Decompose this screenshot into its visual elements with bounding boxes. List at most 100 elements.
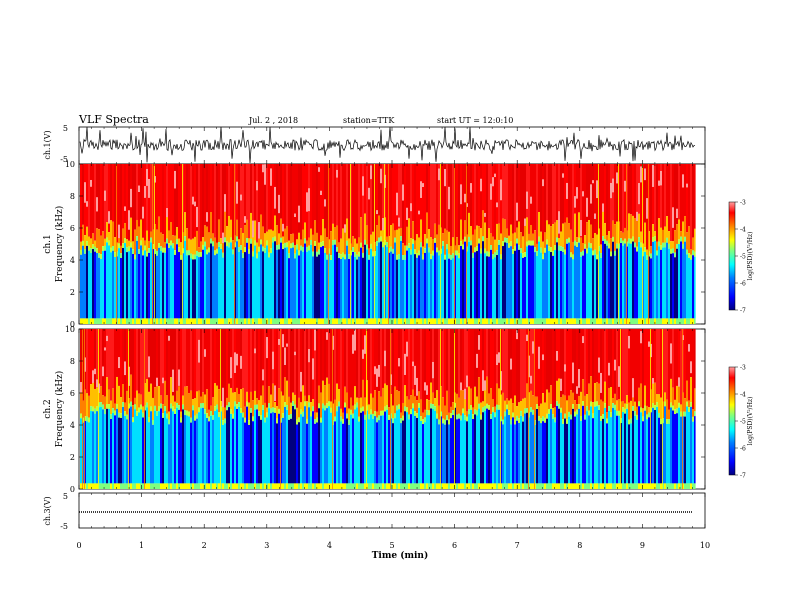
spectrogram-transition-band — [550, 226, 552, 248]
spectrogram-high-band — [364, 164, 366, 214]
spectrogram-low-band — [426, 243, 428, 319]
spectrogram-speckle — [118, 224, 120, 246]
spectrogram-floor — [80, 318, 82, 324]
spectrogram-low-band — [346, 245, 348, 319]
spectrogram-low-band — [692, 421, 694, 484]
spectrogram-transition-band — [186, 386, 188, 411]
spectrogram-green-band — [438, 250, 440, 256]
spectrogram-low-band — [610, 256, 612, 319]
spectrogram-floor — [342, 483, 344, 489]
spectrogram-transition-band — [118, 238, 120, 244]
spectrogram-high-band — [506, 164, 508, 229]
spectrogram-floor — [590, 483, 592, 489]
spectrogram-high-band — [628, 329, 630, 403]
spectrogram-high-band — [556, 164, 558, 221]
spectrogram-low-band — [242, 417, 244, 484]
spectrogram-high-band — [418, 329, 420, 392]
spectrogram-low-band — [416, 257, 418, 319]
spectrogram-speckle — [556, 350, 558, 361]
spectrogram-floor — [258, 318, 260, 324]
spectrogram-transition-band — [658, 394, 660, 413]
spectrogram-floor — [186, 483, 188, 489]
spectrogram-floor — [92, 318, 94, 324]
spectrogram-transition-band — [380, 396, 382, 411]
spectrogram-transition-band — [292, 392, 294, 402]
spectrogram-transition-band — [628, 402, 630, 420]
spectrogram-green-band — [184, 410, 186, 416]
spectrogram-speckle — [300, 371, 302, 392]
y-tick-label: 4 — [70, 256, 75, 265]
spectrogram-transition-band — [274, 215, 276, 237]
spectrogram-floor — [544, 483, 546, 489]
spectrogram-green-band — [426, 238, 428, 244]
spectrogram-high-band — [542, 164, 544, 242]
spectrogram-green-band — [194, 254, 196, 260]
spectrogram-low-band — [632, 241, 634, 319]
spectrogram-transition-band — [410, 238, 412, 250]
spectrogram-floor — [526, 483, 528, 489]
spectrogram-floor — [276, 318, 278, 324]
spectrogram-speckle — [314, 329, 316, 351]
spectrogram-green-band — [658, 241, 660, 247]
spectrogram-transition-band — [582, 243, 584, 251]
spectrogram-floor — [168, 318, 170, 324]
spectrogram-low-band — [456, 419, 458, 484]
date-label: Jul. 2 , 2018 — [248, 116, 298, 125]
spectrogram-speckle — [80, 382, 82, 394]
spectrogram-transition-band — [206, 389, 208, 414]
spectrogram-floor — [680, 483, 682, 489]
spectrogram-transition-band — [508, 400, 510, 411]
spectrogram-transition-band — [456, 237, 458, 251]
spectrogram-high-band — [274, 329, 276, 403]
spectrogram-floor — [644, 483, 646, 489]
spectrogram-low-band — [292, 406, 294, 484]
spectrogram-transition-band — [396, 390, 398, 406]
spectrogram-floor — [188, 483, 190, 489]
spectrogram-green-band — [254, 404, 256, 410]
spectrogram-green-band — [186, 410, 188, 416]
spectrogram-high-band — [312, 164, 314, 235]
spectrogram-high-band — [584, 164, 586, 236]
spectrogram-green-band — [612, 403, 614, 408]
spectrogram-low-band — [336, 411, 338, 484]
spectrogram-transition-band — [448, 412, 450, 420]
spectrogram-low-band — [168, 424, 170, 484]
spectrogram-speckle — [416, 377, 418, 396]
spectrogram-low-band — [248, 253, 250, 319]
spectrogram-floor — [288, 318, 290, 324]
spectrogram-green-band — [498, 405, 500, 410]
spectrogram-floor — [630, 483, 632, 489]
spectrogram-green-band — [550, 404, 552, 409]
spectrogram-transition-band — [442, 397, 444, 419]
spectrogram-high-band — [100, 164, 102, 236]
spectrogram-transition-band — [362, 247, 364, 253]
spectrogram-speckle — [482, 370, 484, 391]
spectrogram-low-band — [246, 242, 248, 319]
spectrogram-low-band — [694, 256, 696, 319]
spectrogram-green-band — [96, 248, 98, 254]
spectrogram-high-band — [622, 164, 624, 233]
spectrogram-speckle — [194, 201, 196, 207]
spectrogram-low-band — [658, 246, 660, 319]
spectrogram-green-band — [320, 242, 322, 248]
spectrogram-low-band — [644, 410, 646, 484]
spectrogram-low-band — [492, 412, 494, 484]
spectrogram-high-band — [584, 329, 586, 396]
spectrogram-floor — [122, 483, 124, 489]
spectrogram-floor — [124, 483, 126, 489]
spectrogram-transition-band — [650, 246, 652, 254]
spectrogram-high-band — [400, 329, 402, 413]
spectrogram-transition-band — [334, 227, 336, 240]
spectrogram-green-band — [366, 244, 368, 250]
spectrogram-low-band — [278, 249, 280, 319]
spectrogram-transition-band — [480, 402, 482, 415]
spectrogram-low-band — [320, 422, 322, 484]
spectrogram-green-band — [404, 406, 406, 412]
spectrogram-floor — [372, 318, 374, 324]
spectrogram-high-band — [484, 329, 486, 391]
spectrogram-low-band — [608, 248, 610, 319]
spectrogram-green-band — [354, 252, 356, 257]
spectrogram-floor — [480, 483, 482, 489]
spectrogram-transition-band — [396, 229, 398, 255]
spectrogram-high-band — [546, 329, 548, 390]
